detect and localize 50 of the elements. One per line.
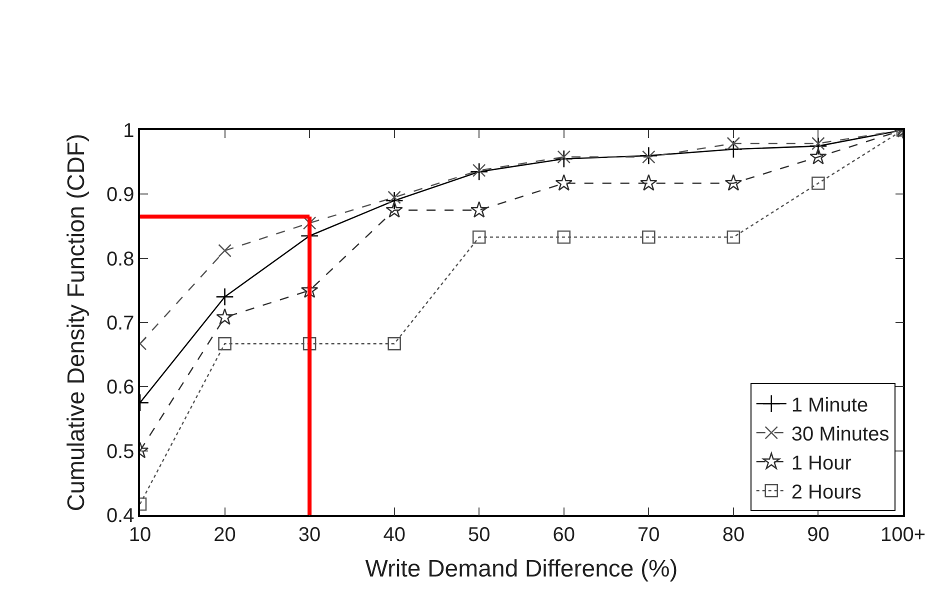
x-tick-label: 100+ <box>880 524 926 546</box>
point <box>810 148 827 164</box>
point <box>554 150 573 168</box>
point <box>216 288 234 306</box>
x-axis-title: Write Demand Difference (%) <box>365 556 678 583</box>
point <box>726 230 740 244</box>
point <box>302 337 316 350</box>
y-tick-label: 0.5 <box>106 440 134 463</box>
point <box>218 337 232 350</box>
point <box>385 192 404 210</box>
point <box>388 337 401 350</box>
point <box>216 308 234 325</box>
point <box>472 164 486 178</box>
point <box>388 190 401 204</box>
x-tick-label: 70 <box>638 524 660 546</box>
point <box>557 230 571 244</box>
point <box>555 174 573 191</box>
point <box>726 136 740 150</box>
x-tick-label: 60 <box>552 524 576 546</box>
y-tick-label: 0.9 <box>106 184 134 206</box>
legend-label: 2 Hours <box>791 481 862 504</box>
point <box>470 201 488 218</box>
legend-label: 1 Hour <box>791 452 852 474</box>
y-tick-label: 0.7 <box>106 312 134 334</box>
point <box>218 244 232 258</box>
point <box>642 150 656 164</box>
y-tick-label: 0.6 <box>106 376 134 399</box>
point <box>812 176 825 190</box>
point <box>557 150 571 164</box>
point <box>724 174 742 191</box>
point <box>640 174 658 191</box>
point <box>812 136 825 150</box>
legend-label: 30 Minutes <box>791 423 890 446</box>
x-tick-label: 40 <box>383 524 406 546</box>
point <box>724 140 742 158</box>
x-tick-label: 80 <box>722 524 745 546</box>
y-tick-label: 0.8 <box>106 248 134 270</box>
point <box>642 230 656 244</box>
point <box>640 146 658 165</box>
point <box>472 230 486 244</box>
legend-label: 1 Minute <box>791 394 868 416</box>
point <box>386 201 403 218</box>
x-tick-label: 20 <box>214 524 236 546</box>
point <box>809 136 828 156</box>
y-tick-label: 1 <box>123 120 134 142</box>
x-tick-label: 30 <box>298 524 321 546</box>
x-tick-label: 50 <box>468 524 490 546</box>
x-tick-label: 90 <box>807 524 830 546</box>
point <box>470 162 488 181</box>
y-axis-title: Cumulative Density Function (CDF) <box>63 134 90 512</box>
